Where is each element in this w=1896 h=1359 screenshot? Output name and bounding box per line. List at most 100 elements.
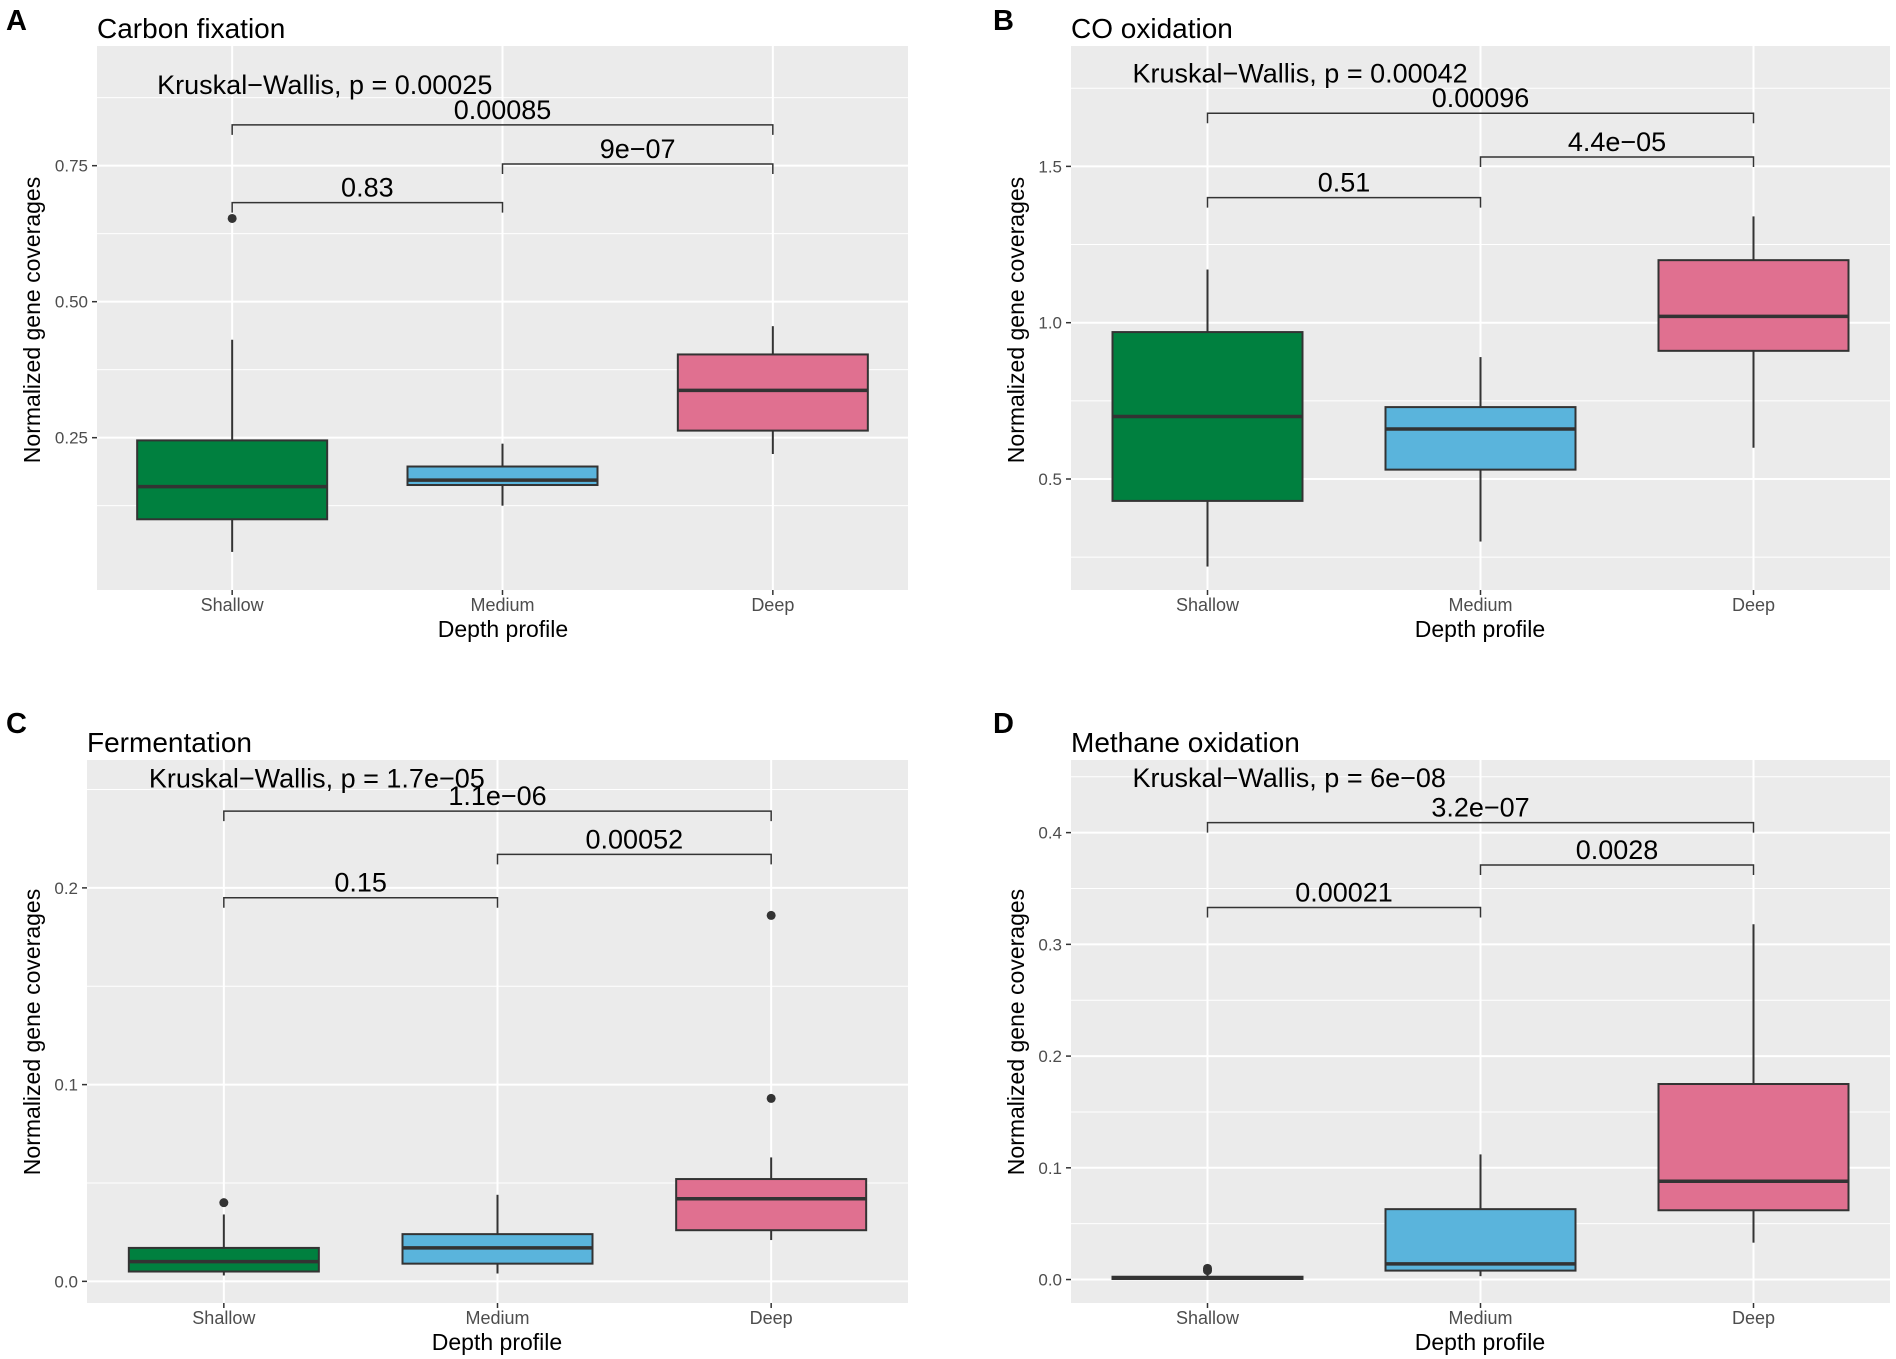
box-shallow (136, 213, 329, 552)
comparison-p-value: 3.2e−07 (1431, 793, 1529, 823)
box-deep (1657, 924, 1850, 1243)
comparison-p-value: 0.15 (334, 868, 387, 898)
box-body (1384, 406, 1577, 471)
kruskal-wallis-label: Kruskal−Wallis, p = 6e−08 (1133, 763, 1446, 793)
bracket-line (1479, 156, 1755, 167)
outlier-point (766, 910, 776, 920)
box-medium (1384, 1154, 1577, 1277)
chart-title: Carbon fixation (97, 13, 285, 44)
panel-letter-d: D (993, 708, 1014, 740)
bracket-line (1479, 864, 1755, 876)
y-tick-label: 0.1 (54, 1076, 78, 1095)
panel-letter-a: A (6, 5, 27, 37)
comparison-bracket: 0.00096 (1206, 83, 1755, 124)
box-shallow (1111, 269, 1304, 567)
y-tick-label: 0.2 (1038, 1047, 1062, 1066)
box-body (675, 1178, 868, 1232)
box-deep (676, 326, 869, 454)
panel-letter-b: B (993, 5, 1014, 37)
y-tick-label: 0.0 (1038, 1271, 1062, 1290)
box-body (127, 1246, 320, 1273)
y-axis-label: Normalized gene coverages (19, 177, 45, 463)
comparison-p-value: 0.00021 (1295, 877, 1393, 907)
y-tick-label: 0.25 (55, 429, 88, 448)
kruskal-wallis-label: Kruskal−Wallis, p = 0.00042 (1133, 59, 1468, 89)
box-body (1384, 1208, 1577, 1272)
bracket-line (1206, 112, 1755, 124)
comparison-bracket: 0.00052 (496, 824, 772, 865)
x-axis-label: Depth profile (1415, 616, 1545, 642)
y-axis-label: Normalized gene coverages (1003, 889, 1029, 1175)
y-tick-label: 0.4 (1038, 824, 1062, 843)
y-tick-label: 0.1 (1038, 1159, 1062, 1178)
comparison-bracket: 0.83 (231, 173, 504, 213)
bracket-line (1206, 196, 1482, 208)
y-tick-label: 0.0 (54, 1272, 78, 1291)
panel-b: B 0.5 1.0 1.5 Shallow Medium Deep 0.51 4.4e−05 0… (993, 5, 1890, 642)
x-tick-label: Deep (1732, 1308, 1775, 1328)
box-body (676, 353, 869, 432)
box-shallow (1111, 1263, 1304, 1280)
x-tick-label: Deep (1732, 595, 1775, 615)
y-tick-label: 0.3 (1038, 935, 1062, 954)
bracket-line (231, 124, 774, 135)
x-tick-label: Shallow (1176, 1308, 1240, 1328)
box-shallow (127, 1198, 320, 1276)
box-body (406, 465, 599, 487)
box-body (1657, 1083, 1850, 1212)
panel-d: D 0.0 0.1 0.2 0.3 0.4 Shallow Medium Deep 0.0002… (993, 708, 1890, 1355)
comparison-p-value: 1.1e−06 (448, 781, 546, 811)
comparison-bracket: 1.1e−06 (223, 781, 772, 822)
x-tick-label: Shallow (1176, 595, 1240, 615)
x-axis-label: Depth profile (438, 616, 568, 642)
outlier-point (227, 213, 237, 223)
comparison-bracket: 4.4e−05 (1479, 127, 1755, 167)
comparison-bracket: 0.00021 (1206, 877, 1482, 918)
box-deep (1657, 216, 1850, 448)
box-body (1657, 259, 1850, 352)
x-tick-label: Medium (465, 1308, 529, 1328)
x-axis-label: Depth profile (432, 1329, 562, 1355)
bracket-line (1206, 821, 1755, 833)
x-tick-label: Deep (750, 1308, 793, 1328)
bracket-line (223, 896, 499, 908)
bracket-line (501, 163, 774, 175)
x-axis-label: Depth profile (1415, 1329, 1545, 1355)
comparison-bracket: 0.51 (1206, 168, 1482, 208)
chart-title: CO oxidation (1071, 13, 1233, 44)
bracket-line (1206, 906, 1482, 918)
y-tick-label: 0.50 (55, 293, 88, 312)
comparison-p-value: 0.00052 (586, 824, 684, 854)
x-tick-label: Medium (1448, 595, 1512, 615)
comparison-p-value: 4.4e−05 (1568, 127, 1666, 157)
comparison-p-value: 0.0028 (1576, 835, 1659, 865)
panel-letter-c: C (6, 708, 27, 740)
panel-a: A 0.25 0.50 0.75 Shallow Medium Deep 0.83 9e−07… (6, 5, 908, 642)
y-tick-label: 1.0 (1038, 314, 1062, 333)
x-tick-label: Shallow (192, 1308, 256, 1328)
comparison-bracket: 0.00085 (231, 95, 774, 135)
box-medium (401, 1194, 594, 1274)
outlier-point (1203, 1263, 1212, 1273)
panel-c: C 0.0 0.1 0.2 Shallow Medium Deep 0.15 0.00052 1… (6, 708, 908, 1355)
y-tick-label: 0.75 (55, 157, 88, 176)
comparison-p-value: 0.00096 (1432, 83, 1530, 113)
bracket-line (231, 201, 504, 213)
comparison-bracket: 0.15 (223, 868, 499, 908)
outlier-point (766, 1093, 776, 1103)
y-tick-label: 0.2 (54, 879, 78, 898)
kruskal-wallis-label: Kruskal−Wallis, p = 0.00025 (157, 70, 492, 100)
y-axis-label: Normalized gene coverages (1003, 177, 1029, 463)
comparison-p-value: 9e−07 (600, 134, 676, 164)
comparison-p-value: 0.00085 (454, 95, 552, 125)
chart-title: Fermentation (87, 727, 252, 758)
comparison-bracket: 3.2e−07 (1206, 793, 1755, 833)
x-tick-label: Medium (1448, 1308, 1512, 1328)
comparison-bracket: 0.0028 (1479, 835, 1755, 876)
kruskal-wallis-label: Kruskal−Wallis, p = 1.7e−05 (149, 764, 485, 794)
x-tick-label: Shallow (201, 595, 265, 615)
box-medium (1384, 357, 1577, 542)
y-axis-label: Normalized gene coverages (19, 889, 45, 1175)
comparison-p-value: 0.51 (1318, 168, 1371, 198)
